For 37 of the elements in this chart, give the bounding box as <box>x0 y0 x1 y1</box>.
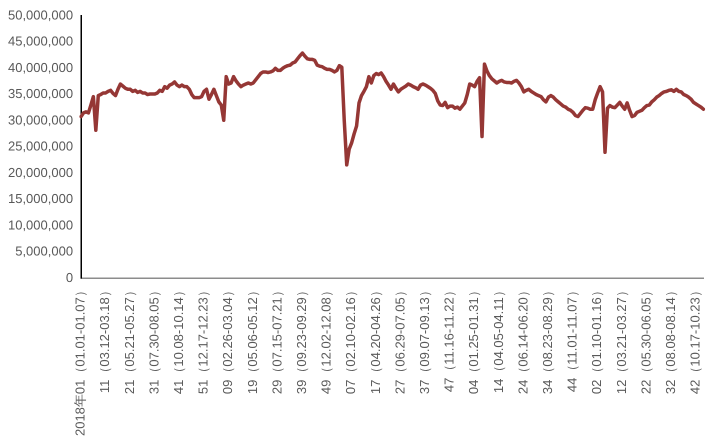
x-tick-label: 51（12.17-12.23） <box>196 284 211 394</box>
y-tick-label: 35,000,000 <box>8 86 74 102</box>
x-tick-label: 27（06.29-07.05） <box>392 284 408 394</box>
x-tick-label: 14（04.05-04.11） <box>490 284 506 394</box>
y-tick-label: 10,000,000 <box>8 217 74 232</box>
x-tick-label: 34（08.23-08.29） <box>540 284 556 394</box>
x-tick-label: 2018年01（01.01-01.07） <box>72 284 88 436</box>
x-tick-label: 29（07.15-07.21） <box>269 284 284 394</box>
x-tick-label: 11（03.12-03.18） <box>97 284 112 394</box>
y-tick-label: 50,000,000 <box>8 7 74 22</box>
y-tick-label: 0 <box>66 270 74 285</box>
x-tick-label: 21（05.21-05.27） <box>122 284 137 394</box>
x-tick-label: 39（09.23-09.29） <box>294 284 310 394</box>
y-tick-label: 20,000,000 <box>8 164 74 180</box>
y-tick-label: 5,000,000 <box>15 244 74 259</box>
x-tick-label: 19（05.06-05.12） <box>244 284 260 394</box>
x-tick-label: 02（01.10-01.16） <box>589 284 604 394</box>
x-tick-label: 04（01.25-01.31） <box>466 284 482 394</box>
x-tick-label: 22（05.30-06.05） <box>638 284 654 394</box>
y-tick-label: 40,000,000 <box>8 60 74 75</box>
y-tick-label: 45,000,000 <box>8 34 74 49</box>
x-tick-label: 24（06.14-06.20） <box>515 284 530 394</box>
y-tick-label: 30,000,000 <box>8 112 74 128</box>
x-tick-label: 07（02.10-02.16） <box>343 284 358 394</box>
x-tick-label: 42（10.17-10.23） <box>688 284 703 394</box>
x-tick-label: 09（02.26-03.04） <box>220 284 236 394</box>
x-tick-label: 32（08.08-08.14） <box>663 284 678 394</box>
y-tick-label: 25,000,000 <box>8 138 74 154</box>
x-tick-label: 17（04.20-04.26） <box>368 284 383 394</box>
x-tick-label: 12（03.21-03.27） <box>614 284 629 394</box>
x-tick-label: 37（09.07-09.13） <box>417 284 432 394</box>
x-tick-label: 41（10.08-10.14） <box>171 284 186 394</box>
x-tick-label: 49（12.02-12.08） <box>318 284 334 394</box>
x-tick-label: 47（11.16-11.22） <box>442 284 457 392</box>
x-tick-label: 44（11.01-11.07） <box>564 284 580 392</box>
x-tick-label: 31（07.30-08.05） <box>146 284 162 394</box>
y-tick-label: 15,000,000 <box>8 191 74 206</box>
